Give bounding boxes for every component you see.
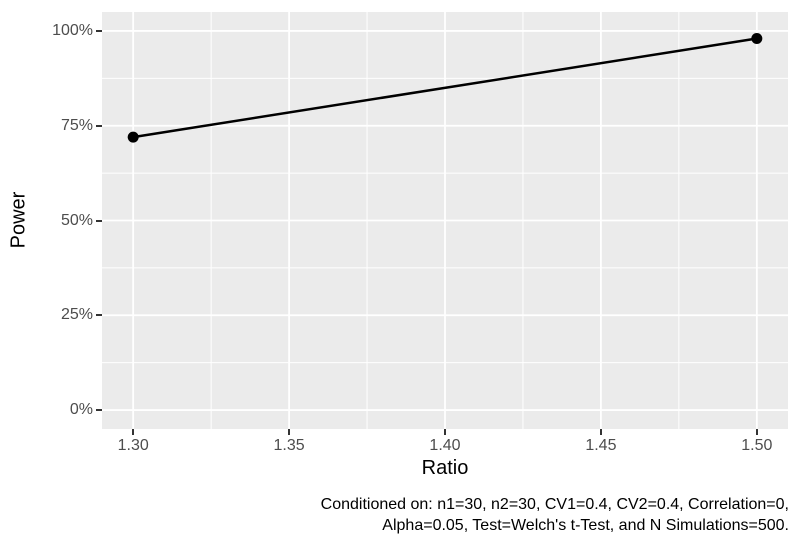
plot-panel <box>102 12 788 429</box>
y-axis-tick-mark <box>96 124 102 127</box>
y-axis-tick-label: 100% <box>52 21 93 39</box>
x-axis-tick-label: 1.35 <box>273 437 305 454</box>
y-axis-tick-mark <box>96 219 102 222</box>
x-axis-tick-label: 1.40 <box>429 437 461 454</box>
x-axis-title: Ratio <box>421 457 469 479</box>
x-axis-tick-mark <box>288 429 291 435</box>
x-axis-tick-label: 1.50 <box>741 437 773 454</box>
y-axis-tick-mark <box>96 314 102 317</box>
y-axis-tick-label: 50% <box>60 211 93 229</box>
y-axis-tick-mark <box>96 29 102 32</box>
y-axis-tick-label: 0% <box>69 401 93 419</box>
data-point <box>127 131 139 143</box>
plot-area-svg <box>102 12 788 429</box>
y-axis-tick-mark <box>96 409 102 412</box>
trend-line <box>132 37 758 139</box>
x-axis-tick-mark <box>755 429 758 435</box>
plot-caption: Conditioned on: n1=30, n2=30, CV1=0.4, C… <box>320 496 789 534</box>
x-axis-tick-mark <box>132 429 135 435</box>
x-axis-tick-mark <box>599 429 602 435</box>
x-axis-tick-label: 1.30 <box>117 437 149 454</box>
x-axis-tick-label: 1.45 <box>585 437 617 454</box>
y-axis-tick-label: 75% <box>60 116 93 134</box>
data-point <box>751 33 763 45</box>
x-axis-tick-mark <box>444 429 446 435</box>
y-axis-tick-label: 25% <box>60 306 93 324</box>
